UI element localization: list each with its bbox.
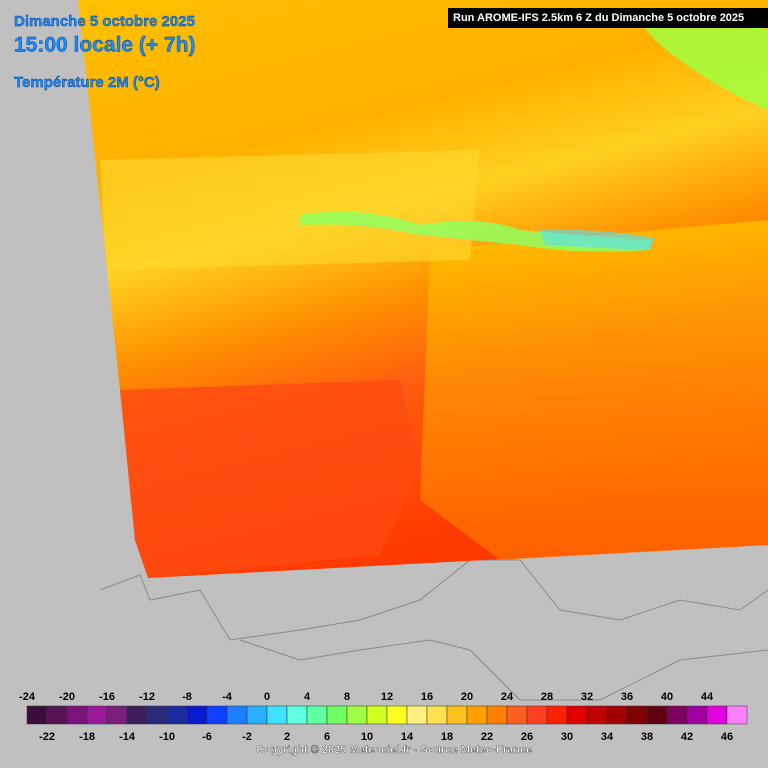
colorbar-box bbox=[326, 705, 348, 725]
colorbar-box bbox=[406, 705, 428, 725]
colorbar-label: -10 bbox=[159, 731, 175, 743]
colorbar-box bbox=[266, 705, 288, 725]
colorbar-label: 0 bbox=[264, 691, 270, 703]
temperature-field bbox=[420, 220, 768, 560]
colorbar-label: 44 bbox=[701, 691, 714, 703]
colorbar: -24 -20 -16 -12 -8 -4 0 4 8 12 16 20 24 28 32 36 40 44-22… bbox=[19, 691, 748, 743]
colorbar-label: -16 bbox=[99, 691, 115, 703]
colorbar-label: 20 bbox=[461, 691, 473, 703]
colorbar-box bbox=[706, 705, 728, 725]
coastline bbox=[99, 559, 768, 641]
colorbar-label: 10 bbox=[361, 731, 373, 743]
temperature-field bbox=[120, 380, 420, 578]
colorbar-label: -2 bbox=[242, 731, 252, 743]
colorbar-label: 12 bbox=[381, 691, 393, 703]
colorbar-box bbox=[46, 705, 68, 725]
colorbar-label: -14 bbox=[119, 731, 136, 743]
colorbar-box bbox=[286, 705, 308, 725]
forecast-time: 15:00 locale (+ 7h) bbox=[14, 34, 196, 57]
colorbar-box bbox=[226, 705, 248, 725]
colorbar-box bbox=[166, 705, 188, 725]
colorbar-label: -18 bbox=[79, 731, 95, 743]
colorbar-box bbox=[666, 705, 688, 725]
colorbar-label: -8 bbox=[182, 691, 192, 703]
colorbar-label: 30 bbox=[561, 731, 573, 743]
colorbar-box bbox=[686, 705, 708, 725]
colorbar-box bbox=[546, 705, 568, 725]
forecast-date: Dimanche 5 octobre 2025 bbox=[14, 13, 195, 30]
colorbar-label: 36 bbox=[621, 691, 633, 703]
colorbar-label: 32 bbox=[581, 691, 593, 703]
colorbar-box bbox=[566, 705, 588, 725]
colorbar-box bbox=[66, 705, 88, 725]
coastline bbox=[239, 639, 768, 701]
colorbar-label: 4 bbox=[304, 691, 311, 703]
colorbar-box bbox=[306, 705, 328, 725]
colorbar-label: 8 bbox=[344, 691, 350, 703]
copyright: Copyright © 2025 Meteociel.fr - Source M… bbox=[256, 744, 532, 756]
colorbar-box bbox=[726, 705, 748, 725]
colorbar-label: 28 bbox=[541, 691, 553, 703]
colorbar-box bbox=[246, 705, 268, 725]
parameter-name: Température 2M (°C) bbox=[14, 74, 160, 91]
colorbar-label: -20 bbox=[59, 691, 75, 703]
colorbar-box bbox=[146, 705, 168, 725]
colorbar-label: 24 bbox=[501, 691, 514, 703]
temperature-field bbox=[640, 16, 768, 111]
colorbar-label: 22 bbox=[481, 731, 493, 743]
colorbar-box bbox=[486, 705, 508, 725]
colorbar-box bbox=[126, 705, 148, 725]
run-label: Run AROME-IFS 2.5km 6 Z du Dimanche 5 oc… bbox=[453, 12, 744, 24]
colorbar-label: 18 bbox=[441, 731, 453, 743]
colorbar-box bbox=[466, 705, 488, 725]
colorbar-label: 14 bbox=[401, 731, 414, 743]
run-box bbox=[448, 8, 768, 28]
temperature-field bbox=[540, 229, 655, 250]
colorbar-label: 26 bbox=[521, 731, 533, 743]
colorbar-box bbox=[366, 705, 388, 725]
colorbar-label: 42 bbox=[681, 731, 693, 743]
colorbar-label: 2 bbox=[284, 731, 290, 743]
colorbar-box bbox=[26, 705, 48, 725]
colorbar-label: 34 bbox=[601, 731, 614, 743]
colorbar-box bbox=[646, 705, 668, 725]
colorbar-label: -6 bbox=[202, 731, 212, 743]
colorbar-box bbox=[346, 705, 368, 725]
colorbar-box bbox=[106, 705, 128, 725]
colorbar-box bbox=[206, 705, 228, 725]
colorbar-box bbox=[446, 705, 468, 725]
colorbar-label: -4 bbox=[222, 691, 233, 703]
colorbar-box bbox=[386, 705, 408, 725]
colorbar-box bbox=[426, 705, 448, 725]
colorbar-box bbox=[506, 705, 528, 725]
colorbar-label: -24 bbox=[19, 691, 36, 703]
colorbar-box bbox=[606, 705, 628, 725]
colorbar-label: 40 bbox=[661, 691, 673, 703]
colorbar-box bbox=[86, 705, 108, 725]
temperature-field bbox=[100, 150, 480, 270]
colorbar-box bbox=[526, 705, 548, 725]
colorbar-label: 46 bbox=[721, 731, 733, 743]
colorbar-box bbox=[586, 705, 608, 725]
colorbar-label: 6 bbox=[324, 731, 330, 743]
colorbar-label: 38 bbox=[641, 731, 653, 743]
colorbar-box bbox=[186, 705, 208, 725]
colorbar-label: -12 bbox=[139, 691, 155, 703]
colorbar-label: 16 bbox=[421, 691, 433, 703]
colorbar-label: -22 bbox=[39, 731, 55, 743]
colorbar-box bbox=[626, 705, 648, 725]
